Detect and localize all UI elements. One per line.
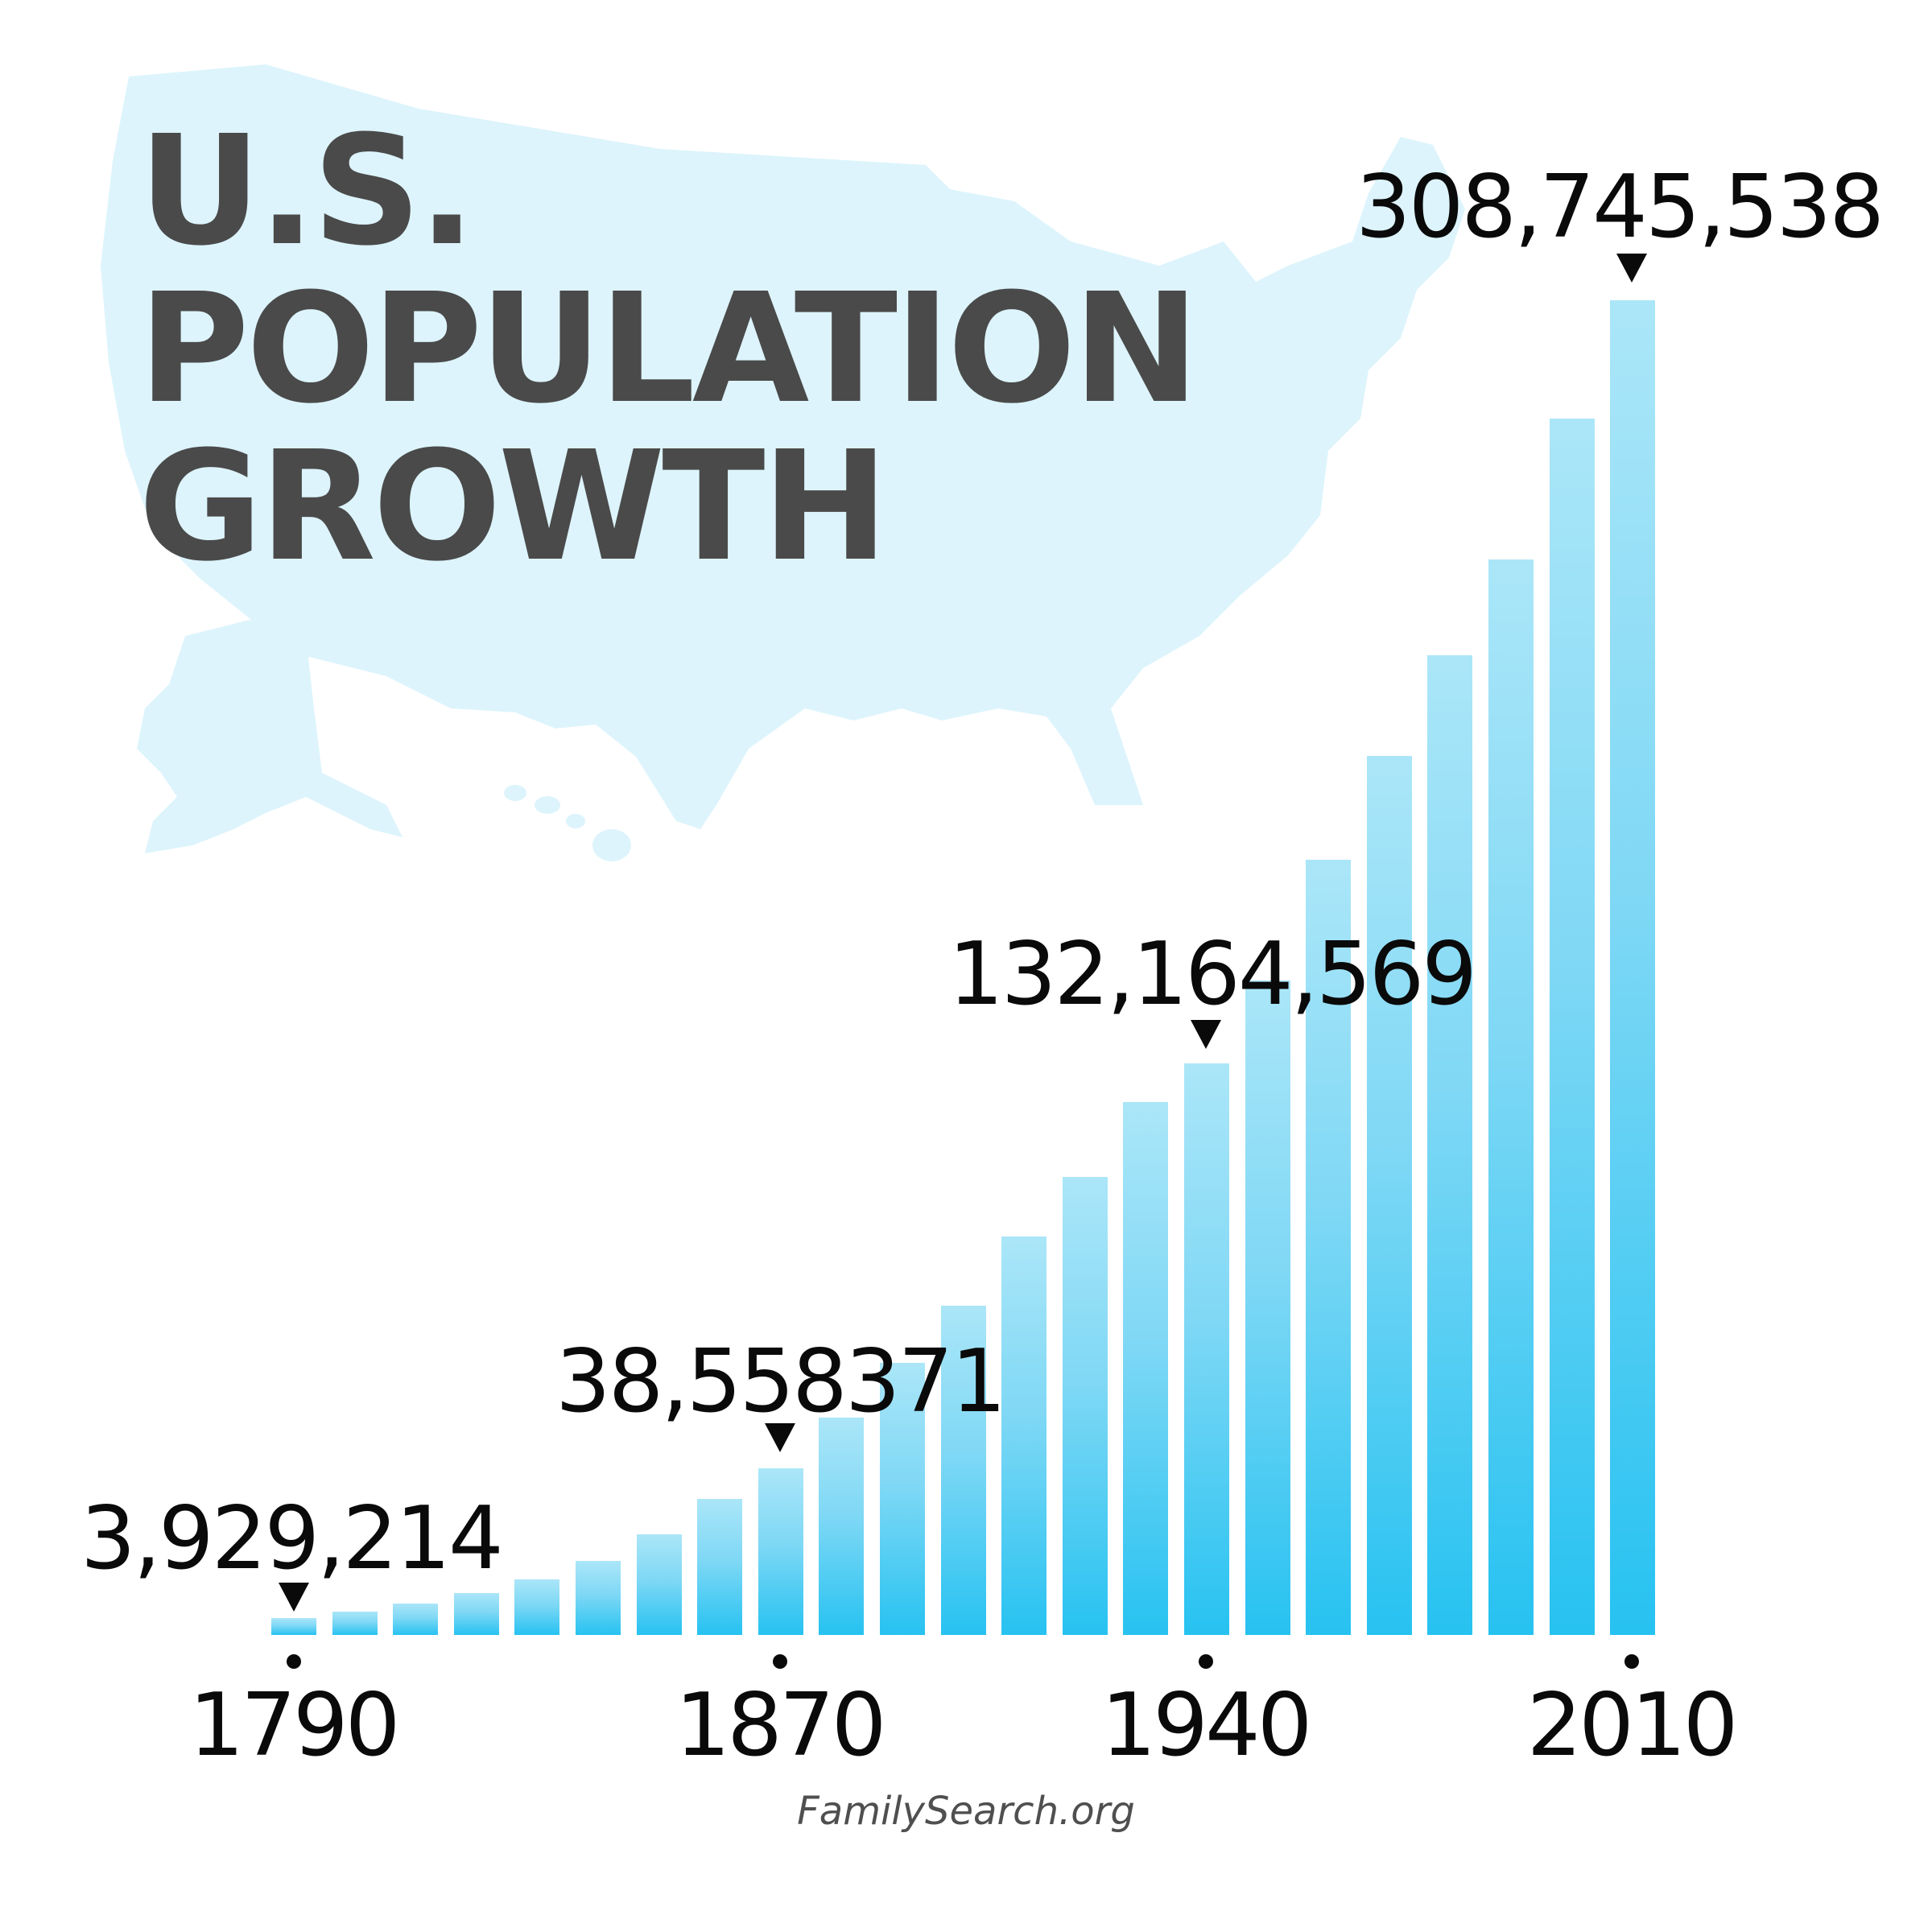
tick-dot-1940	[1199, 1654, 1213, 1669]
bar-1840	[576, 1561, 621, 1635]
bar-1970	[1367, 756, 1412, 1635]
x-tick-label-1870: 1870	[675, 1675, 887, 1776]
bar-1870	[758, 1468, 803, 1635]
callout-1790: 3,929,214	[80, 1488, 504, 1589]
x-tick-label-1790: 1790	[188, 1675, 401, 1776]
bar-1830	[514, 1579, 559, 1635]
bar-1930	[1123, 1102, 1168, 1635]
bar-1850	[637, 1534, 682, 1635]
callout-1870: 38,558371	[555, 1331, 1006, 1432]
bar-1810	[393, 1604, 438, 1635]
title-line-2: POPULATION	[138, 261, 1199, 437]
arrow-down-icon	[765, 1423, 795, 1452]
bar-1990	[1488, 559, 1534, 1635]
x-tick-label-1940: 1940	[1100, 1675, 1313, 1776]
bar-1980	[1427, 655, 1472, 1635]
bar-1960	[1306, 860, 1351, 1635]
bar-1880	[819, 1418, 864, 1635]
callout-1940: 132,164,569	[948, 924, 1477, 1025]
bar-1920	[1063, 1177, 1108, 1635]
x-tick-label-2010: 2010	[1526, 1675, 1739, 1776]
arrow-down-icon	[1191, 1020, 1221, 1049]
tick-dot-1790	[287, 1654, 301, 1669]
bar-1790	[271, 1618, 316, 1635]
page-title: U.S. POPULATION GROWTH	[138, 103, 1199, 595]
arrow-down-icon	[279, 1583, 309, 1612]
title-line-3: GROWTH	[138, 419, 889, 595]
tick-dot-1870	[773, 1654, 787, 1669]
bar-1800	[332, 1612, 378, 1635]
arrow-down-icon	[1616, 254, 1647, 283]
callout-2010: 308,745,538	[1356, 157, 1885, 258]
bar-1950	[1245, 980, 1290, 1635]
bar-2000	[1550, 419, 1595, 1635]
bar-1940	[1184, 1063, 1229, 1635]
bar-1820	[454, 1593, 499, 1635]
bar-1860	[697, 1499, 742, 1635]
tick-dot-2010	[1624, 1654, 1639, 1669]
bar-2010	[1610, 300, 1655, 1635]
bar-1910	[1001, 1236, 1046, 1635]
title-line-1: U.S.	[138, 103, 476, 279]
bar-1900	[941, 1306, 986, 1635]
source-credit: FamilySearch.org	[797, 1789, 1135, 1834]
bar-1890	[880, 1363, 925, 1635]
